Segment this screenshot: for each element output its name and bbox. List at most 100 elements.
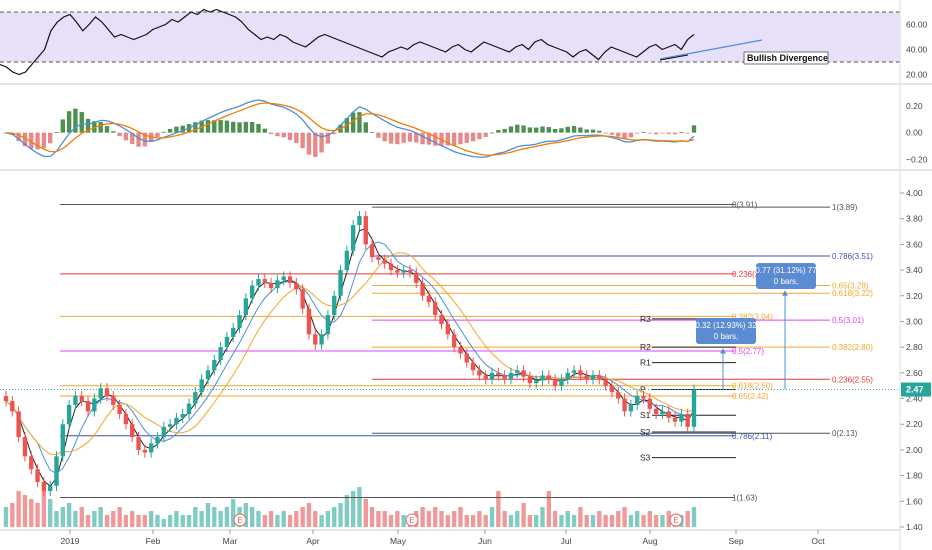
volume-bar xyxy=(3,507,9,527)
volume-bar xyxy=(218,511,223,527)
volume-bar xyxy=(10,503,15,527)
candle-body xyxy=(420,282,425,296)
macd-histogram-bar xyxy=(470,132,476,142)
candle-body xyxy=(578,370,583,376)
macd-histogram-bar xyxy=(325,132,331,144)
macd-histogram-bar xyxy=(597,130,602,133)
volume-bar xyxy=(489,507,495,527)
volume-bar xyxy=(647,511,653,527)
candle-body xyxy=(281,276,286,281)
macd-histogram-bar xyxy=(287,132,293,141)
volume-bar xyxy=(496,491,501,527)
volume-bar xyxy=(29,499,34,527)
volume-bar xyxy=(369,507,375,527)
macd-histogram-bar xyxy=(300,132,305,149)
macd-histogram-bar xyxy=(603,132,608,134)
volume-bar xyxy=(395,511,400,527)
measure-bars-label: 0 bars, xyxy=(774,277,798,286)
candle-body xyxy=(111,395,116,405)
candle-body xyxy=(635,395,640,405)
candle-body xyxy=(552,379,558,386)
candle-body xyxy=(350,225,356,251)
macd-histogram-bar xyxy=(458,132,463,145)
candle-body xyxy=(647,398,653,409)
macd-histogram-bar xyxy=(521,125,526,133)
volume-bar xyxy=(148,511,154,527)
pivot-label: S3 xyxy=(640,453,651,463)
volume-bar xyxy=(445,515,451,527)
macd-histogram-bar xyxy=(281,132,286,138)
macd-histogram-bar xyxy=(609,132,615,135)
candle-body xyxy=(641,395,646,399)
volume-bar xyxy=(502,511,507,527)
volume-bar xyxy=(268,511,274,527)
candle-body xyxy=(224,336,230,348)
measure-arrow xyxy=(782,290,788,296)
volume-bar xyxy=(212,507,217,527)
pivot-label: R1 xyxy=(640,358,651,368)
candle-body xyxy=(123,413,129,425)
volume-bar xyxy=(281,511,286,527)
volume-bar xyxy=(231,499,236,527)
volume-bar xyxy=(180,515,185,527)
candle-body xyxy=(306,308,312,335)
candle-body xyxy=(92,398,97,412)
macd-histogram-bar xyxy=(414,132,419,143)
candle-body xyxy=(628,404,634,412)
earnings-label: E xyxy=(409,516,414,525)
candle-body xyxy=(369,244,375,258)
macd-histogram-bar xyxy=(224,120,230,133)
measure-box xyxy=(696,318,756,344)
volume-bar xyxy=(161,519,166,527)
price-tick-label: 4.00 xyxy=(906,188,923,198)
volume-bar xyxy=(256,511,261,527)
candle-body xyxy=(66,404,72,425)
macd-histogram-bar xyxy=(212,120,217,133)
volume-bar xyxy=(609,515,615,527)
volume-bar xyxy=(401,515,406,527)
candle-body xyxy=(363,216,368,245)
volume-bar xyxy=(666,511,671,527)
price-tick-label: 2.80 xyxy=(906,342,923,352)
macd-histogram-bar xyxy=(54,132,59,133)
macd-histogram-bar xyxy=(262,128,267,133)
macd-histogram-bar xyxy=(243,121,249,133)
candle-body xyxy=(414,272,419,283)
macd-histogram-bar xyxy=(559,128,564,133)
candle-body xyxy=(521,370,526,377)
measure-annotations: 0.32 (12.93%) 320 bars,0.77 (31.12%) 770… xyxy=(695,263,817,390)
price-tick-label: 1.40 xyxy=(906,522,923,532)
candle-body xyxy=(10,401,15,412)
volume-bar xyxy=(527,515,533,527)
candle-body xyxy=(691,389,697,427)
price-tick-label: 1.60 xyxy=(906,496,923,506)
pivot-label: R2 xyxy=(640,342,651,352)
candle-body xyxy=(483,375,488,380)
x-tick-label: Oct xyxy=(811,536,825,546)
candle-body xyxy=(237,315,242,328)
price-tick-label: 3.40 xyxy=(906,265,923,275)
fib-right-label: 1(3.89) xyxy=(832,203,858,212)
volume-bar xyxy=(552,511,558,527)
macd-histogram-bar xyxy=(382,132,387,142)
macd-histogram-bar xyxy=(571,126,577,133)
macd-histogram-bar xyxy=(515,124,520,133)
candle-body xyxy=(130,424,135,438)
candle-body xyxy=(439,315,444,325)
volume-bar xyxy=(685,511,690,527)
pivot-label: S2 xyxy=(640,427,651,437)
fib-left-label: 0.236(3.37) xyxy=(732,270,773,279)
macd-histogram-bar xyxy=(319,132,324,153)
macd-axis: 0.20 0.00 −0.20 xyxy=(906,101,928,164)
pivot-label: R3 xyxy=(640,314,651,324)
moving-average-line xyxy=(5,227,695,488)
macd-histogram-bar xyxy=(104,126,110,133)
earnings-marker xyxy=(669,513,683,527)
macd-histogram-bar xyxy=(565,126,570,133)
volume-bar xyxy=(653,515,659,527)
fib-left-label: 0.618(2.50) xyxy=(732,382,773,391)
earnings-marker xyxy=(233,513,247,527)
volume-bar xyxy=(571,515,577,527)
candle-body xyxy=(332,295,337,316)
